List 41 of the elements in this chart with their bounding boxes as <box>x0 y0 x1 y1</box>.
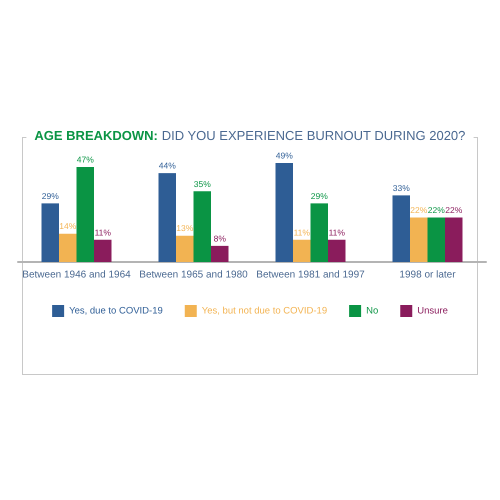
x-tick-label: Between 1981 and 1997 <box>256 270 366 280</box>
data-label: 22% <box>445 205 463 216</box>
bar <box>211 246 228 262</box>
data-label: 14% <box>59 221 77 232</box>
bar <box>310 203 328 262</box>
bar <box>445 218 462 262</box>
data-label: 8% <box>214 233 226 244</box>
bar <box>59 234 76 262</box>
legend-label: No <box>366 306 378 316</box>
data-label: 49% <box>276 150 294 160</box>
legend-label: Yes, due to COVID-19 <box>69 306 163 316</box>
bar <box>328 240 346 262</box>
data-label: 29% <box>42 190 60 201</box>
x-tick-label: Between 1965 and 1980 <box>139 270 248 280</box>
bar <box>410 218 428 262</box>
bar <box>392 195 410 262</box>
data-label: 13% <box>176 223 194 234</box>
x-tick-label: 1998 or later <box>399 270 456 280</box>
bar <box>276 163 293 262</box>
legend-label: Yes, but not due to COVID-19 <box>202 306 328 316</box>
bar <box>194 191 211 262</box>
legend-label: Unsure <box>417 306 448 316</box>
data-label: 11% <box>294 227 310 238</box>
x-tick-label: Between 1946 and 1964 <box>22 270 132 280</box>
data-label: 11% <box>328 227 346 238</box>
bar <box>293 240 310 262</box>
data-label: 22% <box>410 205 428 216</box>
data-label: 29% <box>310 190 328 201</box>
data-label: 33% <box>392 182 410 193</box>
bar <box>176 236 194 262</box>
data-label: 47% <box>76 154 94 165</box>
bar <box>158 173 176 262</box>
data-label: 44% <box>158 160 176 171</box>
chart-title: AGE BREAKDOWN: DID YOU EXPERIENCE BURNOUT DURING 2020? <box>34 128 466 143</box>
bar <box>428 218 445 262</box>
bar <box>42 203 59 262</box>
bar <box>94 240 112 262</box>
data-label: 35% <box>194 178 212 189</box>
data-label: 22% <box>428 205 446 216</box>
data-label: 11% <box>94 227 112 238</box>
bar <box>76 167 94 262</box>
